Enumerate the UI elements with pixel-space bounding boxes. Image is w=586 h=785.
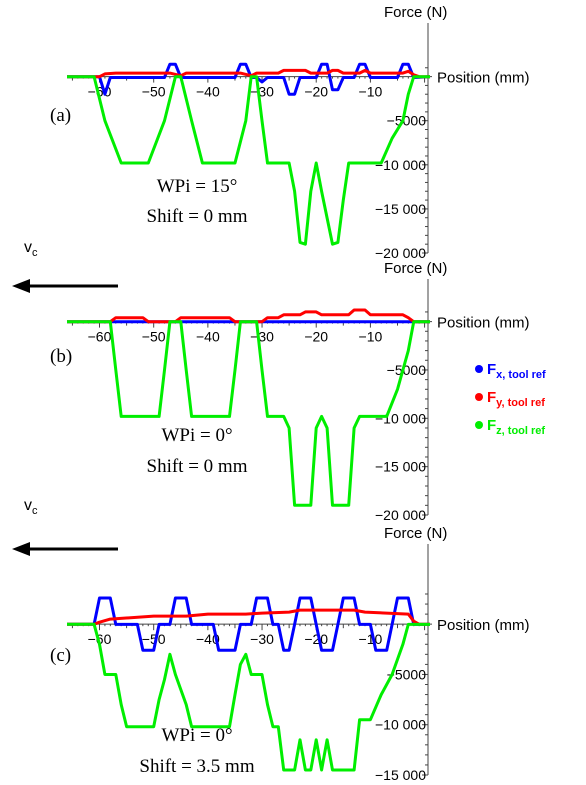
- x-tick-label: −10: [359, 631, 383, 647]
- x-tick-label: −10: [359, 329, 383, 345]
- x-tick-label: −20: [304, 84, 328, 100]
- legend-label: Fx, tool ref: [487, 361, 546, 381]
- series-line-fx: [67, 596, 430, 652]
- y-tick-label: −5000: [387, 113, 427, 129]
- panel-label: (a): [50, 105, 71, 126]
- chart-panel-b: −5000 −10 000 −15 000 −20 000 Force (N) −60 −5…: [50, 260, 530, 523]
- x-tick-label: −50: [142, 84, 166, 100]
- y-tick-label: −5000: [387, 666, 427, 682]
- y-axis-label: Force (N): [384, 4, 447, 21]
- series-line-fz: [67, 320, 430, 507]
- y-tick-label: −10 000: [375, 410, 426, 426]
- y-axis-label: Force (N): [384, 260, 447, 277]
- x-axis-label: Position (mm): [437, 315, 530, 332]
- y-tick-label: −5000: [387, 362, 427, 378]
- velocity-arrow-head: [12, 279, 30, 293]
- panel-label: (b): [50, 346, 72, 367]
- y-tick-label: −15 000: [375, 767, 426, 783]
- x-tick-label: −30: [250, 84, 274, 100]
- legend: Fx, tool ref Fy, tool ref Fz, tool ref: [475, 361, 546, 437]
- velocity-arrow-head: [12, 542, 30, 556]
- x-tick-label: −20: [304, 329, 328, 345]
- x-tick-label: −20: [304, 631, 328, 647]
- x-tick-label: −60: [88, 329, 112, 345]
- y-tick-label: −10 000: [375, 157, 426, 173]
- x-tick-label: −10: [359, 84, 383, 100]
- wpi-annotation: WPi = 0°: [161, 425, 232, 446]
- legend-item-fz: Fz, tool ref: [475, 417, 545, 437]
- series-line-fy: [67, 68, 430, 79]
- legend-item-fx: Fx, tool ref: [475, 361, 546, 381]
- legend-swatch: [475, 421, 483, 429]
- series-line-fz: [67, 75, 430, 246]
- x-axis-label: Position (mm): [437, 70, 530, 87]
- shift-annotation: Shift = 0 mm: [147, 206, 248, 227]
- series-line-fz: [67, 622, 430, 772]
- x-tick-label: −40: [196, 631, 220, 647]
- x-tick-label: −50: [142, 329, 166, 345]
- y-tick-label: −20 000: [375, 507, 426, 523]
- x-tick-label: −40: [196, 329, 220, 345]
- velocity-indicator-1: vc: [12, 239, 118, 293]
- x-tick-label: −30: [250, 329, 274, 345]
- shift-annotation: Shift = 0 mm: [147, 456, 248, 477]
- velocity-indicator-2: vc: [12, 497, 118, 556]
- y-tick-label: −15 000: [375, 459, 426, 475]
- wpi-annotation: WPi = 15°: [157, 176, 238, 197]
- legend-item-fy: Fy, tool ref: [475, 389, 545, 409]
- legend-swatch: [475, 365, 483, 373]
- y-tick-label: −20 000: [375, 245, 426, 261]
- wpi-annotation: WPi = 0°: [161, 725, 232, 746]
- x-tick-label: −40: [196, 84, 220, 100]
- velocity-label: vc: [24, 239, 38, 259]
- velocity-label: vc: [24, 497, 38, 517]
- legend-label: Fz, tool ref: [487, 417, 545, 437]
- series-line-fy: [67, 308, 430, 324]
- legend-label: Fy, tool ref: [487, 389, 545, 409]
- y-tick-label: −15 000: [375, 201, 426, 217]
- x-axis-label: Position (mm): [437, 617, 530, 634]
- y-tick-label: −10 000: [375, 717, 426, 733]
- legend-swatch: [475, 393, 483, 401]
- x-tick-label: −50: [142, 631, 166, 647]
- x-tick-label: −30: [250, 631, 274, 647]
- shift-annotation: Shift = 3.5 mm: [139, 756, 254, 777]
- series-line-fy: [67, 608, 430, 626]
- panel-label: (c): [50, 645, 71, 666]
- y-axis-label: Force (N): [384, 525, 447, 542]
